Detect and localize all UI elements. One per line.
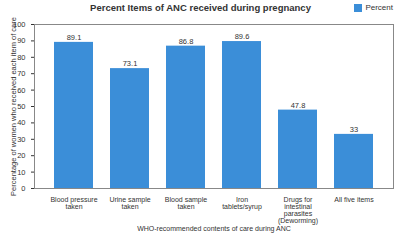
html-text:Percent: Percent xyxy=(365,3,393,12)
svg-text:80: 80 xyxy=(17,53,25,62)
svg-text:89.6: 89.6 xyxy=(235,32,250,41)
svg-text:Blood pressuretaken: Blood pressuretaken xyxy=(50,196,97,210)
svg-text:70: 70 xyxy=(17,69,25,78)
svg-text:Drugs forintestinalparasites(D: Drugs forintestinalparasites(Deworming) xyxy=(278,196,318,225)
svg-text:Blood sampletaken: Blood sampletaken xyxy=(165,196,208,210)
svg-text:86.8: 86.8 xyxy=(179,37,194,46)
svg-text:33: 33 xyxy=(350,125,358,134)
html-text:Percent Items of ANC received: Percent Items of ANC received during pre… xyxy=(90,2,311,13)
svg-text:30: 30 xyxy=(17,135,25,144)
svg-text:60: 60 xyxy=(17,86,25,95)
svg-text:73.1: 73.1 xyxy=(123,59,138,68)
svg-text:100: 100 xyxy=(13,19,26,29)
svg-text:89.1: 89.1 xyxy=(67,33,82,42)
svg-text:Percentage of women who receiv: Percentage of women who received each it… xyxy=(9,17,18,196)
svg-text:47.8: 47.8 xyxy=(291,101,306,110)
svg-text:Irontablets/syrup: Irontablets/syrup xyxy=(222,196,262,211)
svg-text:10: 10 xyxy=(17,168,25,177)
svg-text:20: 20 xyxy=(17,151,25,160)
svg-text:40: 40 xyxy=(17,118,25,127)
svg-text:0: 0 xyxy=(21,184,25,193)
svg-text:90: 90 xyxy=(17,36,25,45)
svg-text:50: 50 xyxy=(17,102,25,111)
svg-text:All five items: All five items xyxy=(334,196,374,203)
svg-text:WHO-recommended contents of ca: WHO-recommended contents of care during … xyxy=(137,225,291,233)
svg-text:Urine sampletaken: Urine sampletaken xyxy=(109,196,150,210)
